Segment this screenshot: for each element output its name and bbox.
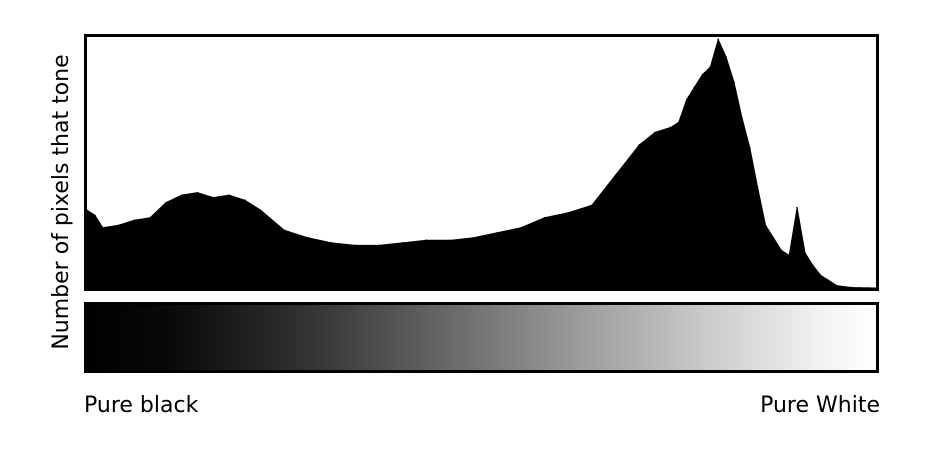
histogram-point — [788, 254, 791, 257]
histogram-point — [851, 286, 854, 288]
histogram-point — [875, 287, 876, 288]
histogram-point — [780, 249, 783, 252]
histogram-point — [212, 196, 215, 199]
histogram-point — [812, 264, 814, 267]
histogram-point — [472, 237, 475, 239]
histogram-point — [330, 242, 333, 244]
histogram-point — [741, 116, 743, 119]
histogram-point — [425, 239, 428, 242]
histogram-point — [354, 244, 357, 247]
histogram-point — [843, 285, 846, 288]
y-axis-label: Number of pixels that tone — [49, 54, 74, 350]
histogram-point — [543, 216, 546, 219]
histogram-point — [133, 219, 136, 222]
histogram-point — [614, 174, 617, 176]
histogram-point — [87, 209, 88, 211]
histogram-area — [87, 38, 876, 288]
histogram-point — [867, 287, 869, 288]
histogram-point — [717, 38, 719, 41]
tonal-gradient-bar — [84, 302, 879, 373]
histogram-point — [670, 126, 672, 129]
histogram-point — [827, 279, 830, 282]
pure-white-label: Pure White — [760, 393, 880, 418]
histogram-point — [796, 206, 798, 209]
histogram-plot-area — [84, 34, 879, 291]
histogram-point — [378, 244, 380, 247]
histogram-point — [709, 66, 712, 68]
histogram-point — [733, 81, 735, 83]
histogram-point — [835, 284, 838, 287]
histogram-point — [180, 194, 183, 196]
histogram-point — [725, 56, 727, 58]
histogram-point — [764, 224, 767, 227]
histogram-svg — [87, 38, 876, 288]
histogram-point — [701, 73, 704, 76]
histogram-point — [117, 224, 120, 227]
histogram-point — [101, 226, 104, 229]
histogram-point — [228, 194, 230, 196]
histogram-point — [307, 237, 309, 239]
histogram-point — [638, 144, 641, 146]
histogram-point — [520, 226, 522, 229]
histogram-point — [748, 146, 751, 149]
histogram-point — [859, 286, 862, 288]
histogram-point — [591, 204, 593, 206]
histogram-point — [244, 199, 246, 201]
histogram-point — [449, 239, 451, 242]
histogram-point — [165, 201, 167, 204]
histogram-point — [804, 252, 806, 254]
histogram-point — [819, 274, 822, 277]
histogram-point — [693, 86, 696, 88]
histogram-point — [94, 214, 96, 217]
histogram-point — [685, 98, 688, 101]
histogram-point — [567, 211, 570, 214]
histogram-point — [196, 191, 199, 194]
histogram-point — [496, 231, 499, 234]
pure-black-label: Pure black — [84, 393, 199, 418]
histogram-point — [772, 237, 775, 239]
histogram-point — [149, 216, 151, 219]
histogram-point — [756, 186, 759, 189]
histogram-point — [654, 131, 656, 134]
histogram-point — [401, 242, 404, 244]
histogram-point — [259, 209, 262, 211]
histogram-point — [283, 229, 286, 232]
histogram-point — [677, 121, 680, 124]
